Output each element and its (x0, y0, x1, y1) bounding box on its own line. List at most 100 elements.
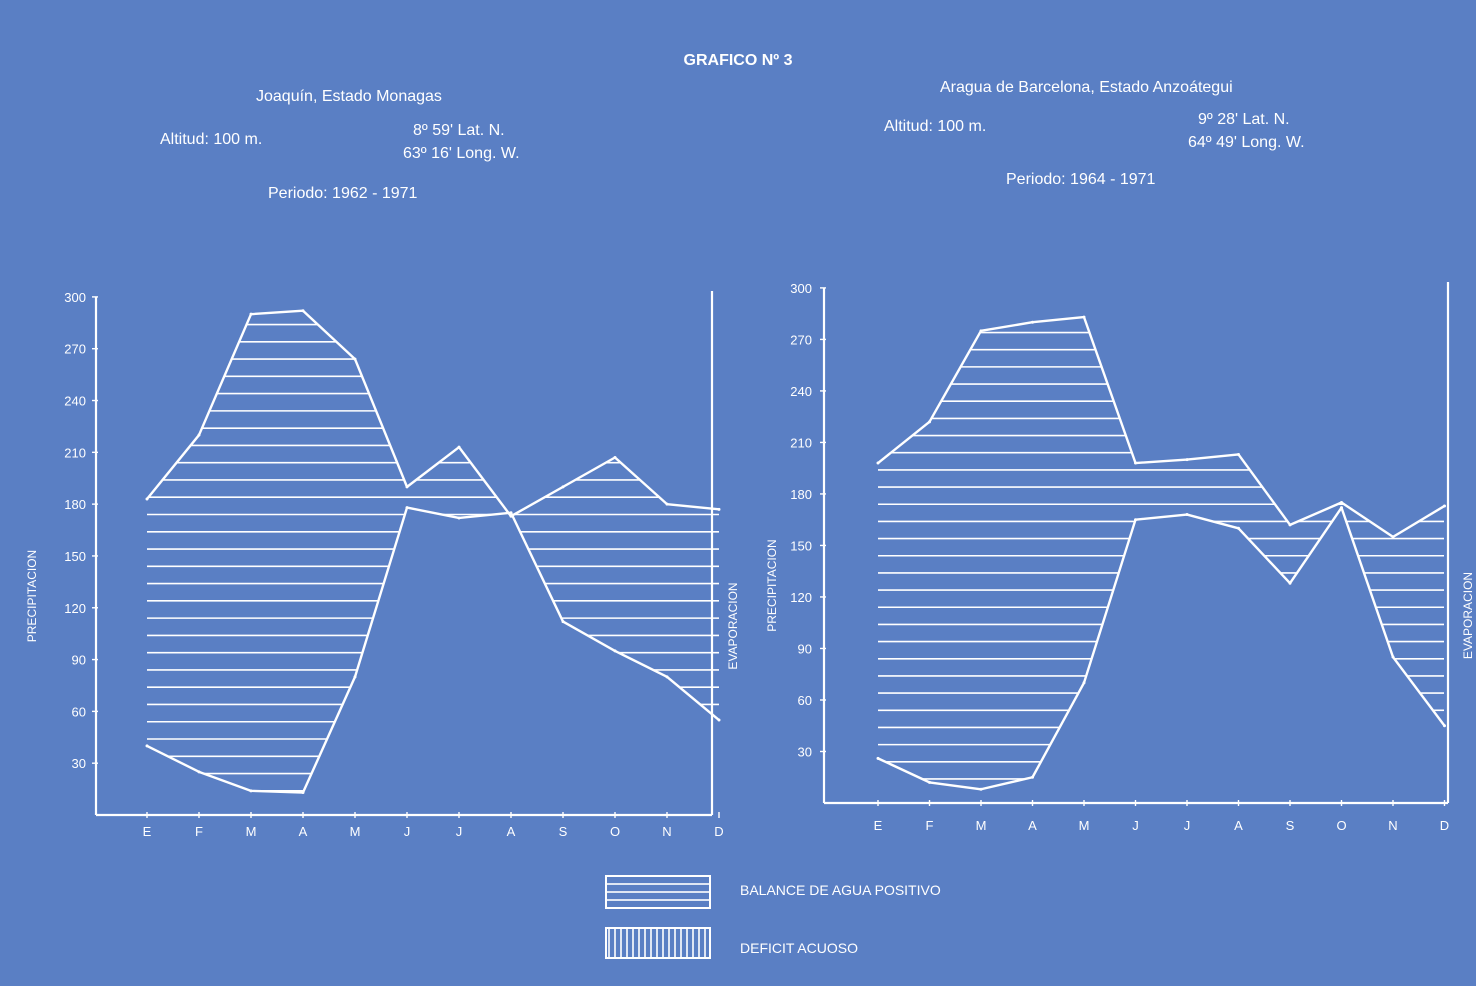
precipitation-point (1134, 518, 1137, 522)
x-tick-label: J (1184, 818, 1191, 833)
precipitation-point (1443, 724, 1446, 728)
evaporation-point (1340, 501, 1343, 505)
chart-1-longitude: 63º 16' Long. W. (403, 145, 520, 162)
precipitation-line (877, 506, 1446, 791)
precipitation-point (876, 756, 880, 760)
precipitation-point (561, 620, 565, 624)
chart-2-altitude: Altitud: 100 m. (884, 118, 987, 135)
x-tick-label: J (404, 824, 411, 839)
x-tick-label: A (299, 824, 308, 839)
y-tick-label: 60 (72, 704, 86, 719)
precipitation-point (197, 770, 201, 774)
x-tick-label: E (874, 818, 883, 833)
y-tick-label: 90 (72, 653, 86, 668)
evaporation-point (249, 312, 253, 316)
chart-2: 30 60 90 120 150 180 210 240 270 300 E F M A M J J A S O N D P… (765, 281, 1475, 833)
evaporation-line (146, 309, 720, 518)
x-tick-label: M (246, 824, 257, 839)
precipitation-point (405, 506, 409, 510)
chart-2-longitude: 64º 49' Long. W. (1188, 134, 1305, 151)
chart-2-latitude: 9º 28' Lat. N. (1198, 111, 1290, 128)
precipitation-point (665, 675, 669, 679)
precipitation-point (1237, 526, 1240, 530)
x-tick-label: M (1079, 818, 1090, 833)
y-tick-label: 240 (64, 394, 86, 409)
chart-1-latitude: 8º 59' Lat. N. (413, 122, 505, 139)
legend-positive-swatch (605, 875, 711, 909)
evaporation-point (928, 420, 931, 424)
chart-2-station: Aragua de Barcelona, Estado Anzoátegui (940, 79, 1233, 96)
x-tick-label: N (662, 824, 671, 839)
evaporation-point (145, 497, 149, 501)
precipitation-line (146, 506, 720, 794)
y-tick-label: 150 (790, 538, 812, 553)
precipitation-point (1185, 513, 1189, 517)
x-tick-label: O (1336, 818, 1346, 833)
precipitation-point (928, 780, 931, 784)
precipitation-point (1082, 681, 1086, 685)
y-tick-label: 150 (64, 549, 86, 564)
evaporation-point (1391, 535, 1395, 539)
y-tick-label: 180 (64, 497, 86, 512)
evaporation-point (1288, 523, 1292, 527)
precipitation-point (457, 516, 461, 520)
evaporation-point (1134, 461, 1137, 465)
y-tick-label: 60 (798, 693, 812, 708)
y-tick-label: 240 (790, 384, 812, 399)
precipitation-point (1391, 655, 1395, 659)
precipitation-point (353, 675, 357, 679)
evaporation-point (613, 456, 617, 460)
x-tick-label: M (350, 824, 361, 839)
chart-1-altitude: Altitud: 100 m. (160, 131, 263, 148)
x-tick-label: A (1028, 818, 1037, 833)
legend-positive-label: BALANCE DE AGUA POSITIVO (740, 882, 941, 898)
y-tick-label: 30 (72, 756, 86, 771)
x-tick-label: A (1234, 818, 1243, 833)
evaporation-point (1443, 504, 1446, 508)
x-tick-label: J (456, 824, 463, 839)
evaporation-point (979, 329, 983, 333)
y-tick-label: 90 (798, 641, 812, 656)
evaporation-line (877, 315, 1446, 539)
y-tick-label: 210 (64, 445, 86, 460)
chart-2-y-label: PRECIPITACION (765, 539, 779, 631)
evaporation-point (301, 309, 305, 313)
x-tick-label: J (1132, 818, 1139, 833)
y-tick-label: 120 (790, 590, 812, 605)
chart-2-period: Periodo: 1964 - 1971 (1006, 171, 1156, 188)
y-tick-label: 210 (790, 435, 812, 450)
legend-deficit-swatch (605, 927, 711, 959)
precipitation-point (1031, 775, 1034, 779)
evaporation-point (561, 485, 565, 489)
x-tick-label: S (559, 824, 568, 839)
chart-2-y-label-right: EVAPORACION (1461, 572, 1475, 659)
evaporation-point (197, 433, 201, 437)
y-tick-label: 270 (64, 342, 86, 357)
precipitation-point (1288, 581, 1292, 585)
x-tick-label: M (976, 818, 987, 833)
chart-1-hatching (147, 323, 719, 792)
chart-1-y-label-right: EVAPORACION (726, 582, 740, 669)
x-tick-label: D (714, 824, 723, 839)
precipitation-point (979, 787, 983, 791)
x-tick-label: S (1286, 818, 1295, 833)
precipitation-point (1340, 506, 1343, 510)
chart-1-y-label: PRECIPITACION (25, 550, 39, 642)
x-tick-label: N (1388, 818, 1397, 833)
x-tick-label: D (1440, 818, 1449, 833)
x-tick-label: F (195, 824, 203, 839)
x-tick-label: F (926, 818, 934, 833)
x-tick-label: E (143, 824, 152, 839)
evaporation-point (509, 514, 513, 518)
evaporation-point (1185, 458, 1189, 462)
chart-1-period: Periodo: 1962 - 1971 (268, 185, 418, 202)
precipitation-point (145, 744, 149, 748)
x-tick-label: A (507, 824, 516, 839)
evaporation-point (1031, 320, 1034, 324)
evaporation-point (353, 357, 357, 361)
chart-1: 30 60 90 120 150 180 210 240 270 300 E F M A M J J A S O N D P… (25, 290, 740, 839)
evaporation-point (876, 461, 880, 465)
y-tick-label: 300 (790, 281, 812, 296)
